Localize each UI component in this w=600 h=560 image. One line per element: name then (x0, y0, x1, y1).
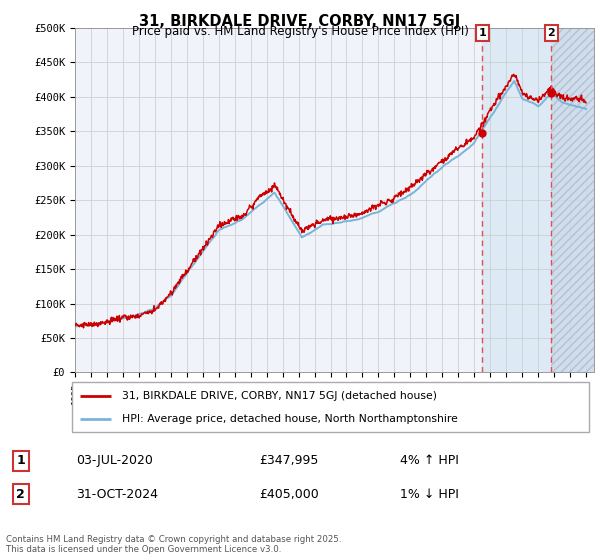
Text: 1: 1 (478, 28, 486, 38)
Text: 1% ↓ HPI: 1% ↓ HPI (400, 488, 459, 501)
Text: 03-JUL-2020: 03-JUL-2020 (77, 454, 154, 467)
Bar (551, 28, 594, 372)
Text: 1: 1 (16, 454, 25, 467)
Text: £405,000: £405,000 (259, 488, 319, 501)
Text: Price paid vs. HM Land Registry's House Price Index (HPI): Price paid vs. HM Land Registry's House … (131, 25, 469, 38)
Bar (482, 28, 594, 372)
Text: 31, BIRKDALE DRIVE, CORBY, NN17 5GJ (detached house): 31, BIRKDALE DRIVE, CORBY, NN17 5GJ (det… (121, 391, 437, 401)
Text: 4% ↑ HPI: 4% ↑ HPI (400, 454, 459, 467)
FancyBboxPatch shape (71, 382, 589, 432)
Text: Contains HM Land Registry data © Crown copyright and database right 2025.
This d: Contains HM Land Registry data © Crown c… (6, 535, 341, 554)
Text: 31-OCT-2024: 31-OCT-2024 (77, 488, 158, 501)
Text: 2: 2 (16, 488, 25, 501)
Text: HPI: Average price, detached house, North Northamptonshire: HPI: Average price, detached house, Nort… (121, 414, 457, 424)
Text: 31, BIRKDALE DRIVE, CORBY, NN17 5GJ: 31, BIRKDALE DRIVE, CORBY, NN17 5GJ (139, 14, 461, 29)
Text: £347,995: £347,995 (259, 454, 318, 467)
Text: 2: 2 (547, 28, 555, 38)
